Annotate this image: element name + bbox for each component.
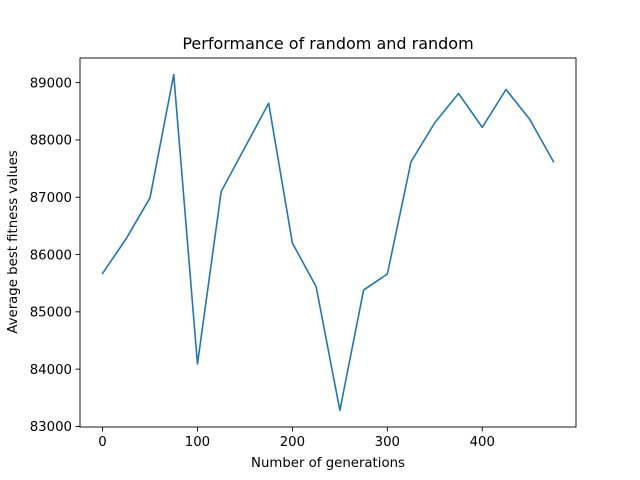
chart-title: Performance of random and random (182, 34, 473, 53)
data-series-line (101, 73, 555, 412)
y-tick-label: 88000 (30, 134, 72, 149)
y-tick-label: 83000 (30, 420, 72, 435)
y-axis-title: Average best fitness values (6, 150, 21, 333)
x-tick-label: 0 (98, 435, 106, 450)
y-tick-label: 87000 (30, 191, 72, 206)
x-tick-label: 300 (375, 435, 400, 450)
axes-frame (79, 57, 577, 428)
x-axis-title: Number of generations (251, 456, 405, 471)
x-tick-label: 400 (470, 435, 495, 450)
x-tick-label: 100 (185, 435, 210, 450)
y-tick-label: 84000 (30, 363, 72, 378)
y-tick-label: 85000 (30, 306, 72, 321)
x-tick-label: 200 (280, 435, 305, 450)
plot-area: 0 100 200 300 400 83000 84000 85000 86000 87000 88… (30, 57, 577, 450)
y-tick-label: 86000 (30, 248, 72, 263)
y-tick-label: 89000 (30, 76, 72, 91)
